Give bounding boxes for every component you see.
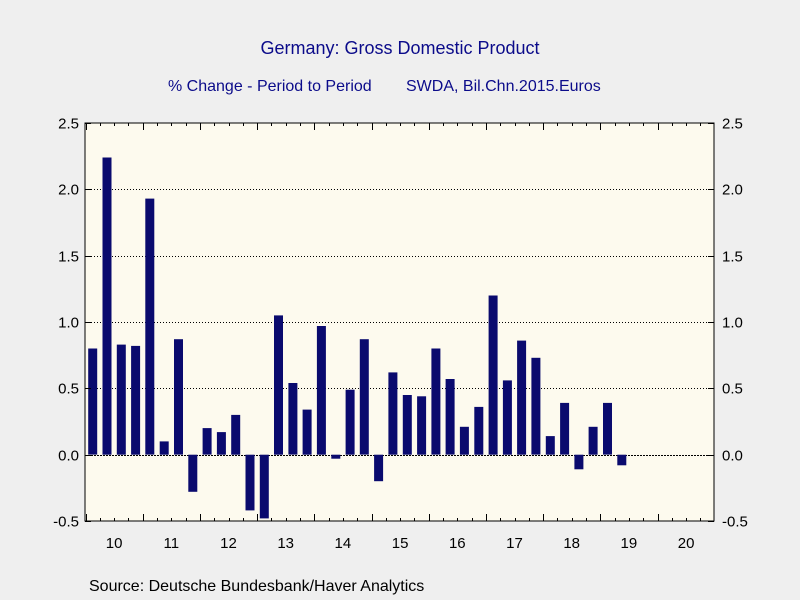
bar xyxy=(374,454,384,482)
bar xyxy=(202,428,212,455)
x-tick-label: 13 xyxy=(277,535,294,552)
chart-subtitle-units: % Change - Period to Period xyxy=(168,78,372,95)
y-tick-label-right: 0.5 xyxy=(722,381,743,398)
bar xyxy=(131,345,141,455)
x-tick-label: 15 xyxy=(392,535,409,552)
bar xyxy=(617,454,627,466)
bar xyxy=(331,454,341,459)
y-tick-label-right: 2.0 xyxy=(722,182,743,199)
y-tick-label-right: 2.5 xyxy=(722,116,743,133)
x-tick-label: 17 xyxy=(506,535,523,552)
bar xyxy=(359,339,369,455)
chart-subtitle-series: SWDA, Bil.Chn.2015.Euros xyxy=(406,78,601,95)
bar-series xyxy=(88,157,627,519)
bar xyxy=(574,454,584,470)
bar xyxy=(174,339,183,455)
bar xyxy=(231,414,241,455)
bar xyxy=(216,432,226,455)
bar xyxy=(345,389,355,455)
bar xyxy=(259,454,269,519)
x-tick-label: 18 xyxy=(563,535,580,552)
bar xyxy=(88,348,98,455)
bar xyxy=(402,395,412,455)
bar xyxy=(459,426,469,455)
plot-area xyxy=(85,123,714,521)
x-tick-label: 16 xyxy=(449,535,466,552)
y-tick-label-left: 1.5 xyxy=(58,249,79,266)
y-tick-label-left: 0.0 xyxy=(58,448,79,465)
y-tick-label-right: 0.0 xyxy=(722,448,743,465)
y-tick-label-left: 0.5 xyxy=(58,381,79,398)
bar xyxy=(531,357,541,455)
x-tick-label: 19 xyxy=(621,535,638,552)
bar xyxy=(603,402,612,455)
chart-title: Germany: Gross Domestic Product xyxy=(260,38,540,58)
bar xyxy=(102,157,112,455)
bar xyxy=(274,315,283,455)
bar xyxy=(560,402,570,455)
bar xyxy=(145,198,155,455)
bar xyxy=(474,406,484,455)
bar xyxy=(445,379,455,455)
x-tick-label: 10 xyxy=(106,535,123,552)
y-tick-label-left: 1.0 xyxy=(58,315,79,332)
x-tick-label: 20 xyxy=(678,535,695,552)
bar xyxy=(316,326,326,455)
y-tick-label-right: -0.5 xyxy=(722,514,748,531)
bar xyxy=(388,372,398,455)
bar xyxy=(245,454,255,511)
bar xyxy=(116,344,126,455)
bar xyxy=(488,295,498,455)
source-note: Source: Deutsche Bundesbank/Haver Analyt… xyxy=(89,578,425,595)
bar xyxy=(302,409,312,455)
y-tick-label-right: 1.5 xyxy=(722,249,743,266)
x-tick-label: 14 xyxy=(335,535,352,552)
x-tick-label: 12 xyxy=(220,535,237,552)
bar xyxy=(588,426,598,455)
bar xyxy=(159,441,169,455)
bar xyxy=(431,348,441,455)
bar xyxy=(417,396,427,455)
y-axis-ticks: -0.5 -0.5 0.0 0.0 0.5 0.5 1.0 1.0 1.5 1.5 2.0 2.0 2.… xyxy=(53,116,748,531)
bar xyxy=(545,436,555,455)
bar xyxy=(188,454,198,492)
y-tick-label-right: 1.0 xyxy=(722,315,743,332)
y-tick-label-left: -0.5 xyxy=(53,514,79,531)
x-axis-ticks: 10 11 12 13 14 15 16 17 18 19 20 xyxy=(86,123,701,552)
y-tick-label-left: 2.0 xyxy=(58,182,79,199)
bar xyxy=(502,380,512,455)
bar xyxy=(517,340,527,455)
x-tick-label: 11 xyxy=(164,535,180,552)
y-tick-label-left: 2.5 xyxy=(58,116,79,133)
bar xyxy=(288,383,298,455)
